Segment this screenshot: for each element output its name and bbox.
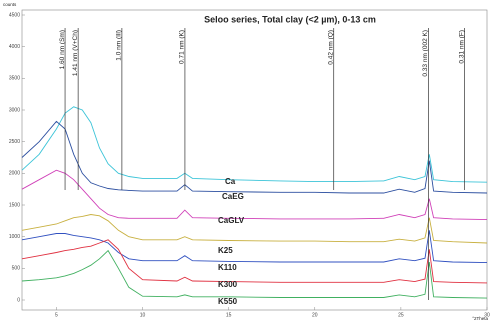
reference-label: 0.42 nm (Q)	[327, 30, 334, 65]
y-tick-label: 1000	[9, 234, 20, 240]
y-tick-label: 4000	[9, 44, 20, 50]
y-tick-label: 3500	[9, 76, 20, 82]
series-line	[21, 169, 488, 221]
reference-label: 0.33 nm (002 K)	[422, 30, 429, 77]
x-axis-label: °2Theta	[472, 316, 488, 321]
x-tick-label: 5	[55, 312, 58, 318]
series-line	[21, 214, 488, 244]
series-label: CaEG	[222, 192, 244, 201]
reference-label: 1.60 nm (Sm)	[59, 30, 66, 69]
chart-title: Seloo series, Total clay (<2 µm), 0-13 c…	[204, 14, 376, 24]
reference-label: 0.71 nm (K)	[179, 30, 186, 64]
series-line	[21, 239, 488, 284]
x-tick-label: 10	[140, 312, 146, 318]
series-label: K300	[218, 280, 238, 289]
plot-frame	[21, 9, 488, 311]
y-tick-label: 500	[12, 266, 21, 272]
series-label: K25	[218, 246, 233, 255]
series-label: Ca	[225, 177, 236, 186]
x-tick-label: 30	[484, 312, 490, 318]
y-tick-label: 0	[17, 297, 20, 303]
series-label: CaGLV	[218, 216, 245, 225]
series-label: K550	[218, 297, 238, 306]
series-line	[21, 230, 488, 264]
y-tick-label: 4500	[9, 12, 20, 18]
x-tick-label: 25	[398, 312, 404, 318]
x-tick-label: 15	[226, 312, 232, 318]
reference-label: 0.31 nm (F)	[458, 30, 465, 64]
series-line	[21, 249, 488, 299]
y-tick-label: 2500	[9, 139, 20, 145]
reference-label: 1.41 nm (V+Ch)	[72, 30, 79, 76]
reference-label: 1.0 nm (Ill)	[116, 30, 123, 61]
y-tick-label: 2000	[9, 171, 20, 177]
y-axis-label: counts	[3, 2, 17, 7]
y-tick-label: 1500	[9, 202, 20, 208]
y-tick-label: 3000	[9, 107, 20, 113]
series-label: K110	[218, 263, 237, 272]
x-tick-label: 20	[312, 312, 318, 318]
